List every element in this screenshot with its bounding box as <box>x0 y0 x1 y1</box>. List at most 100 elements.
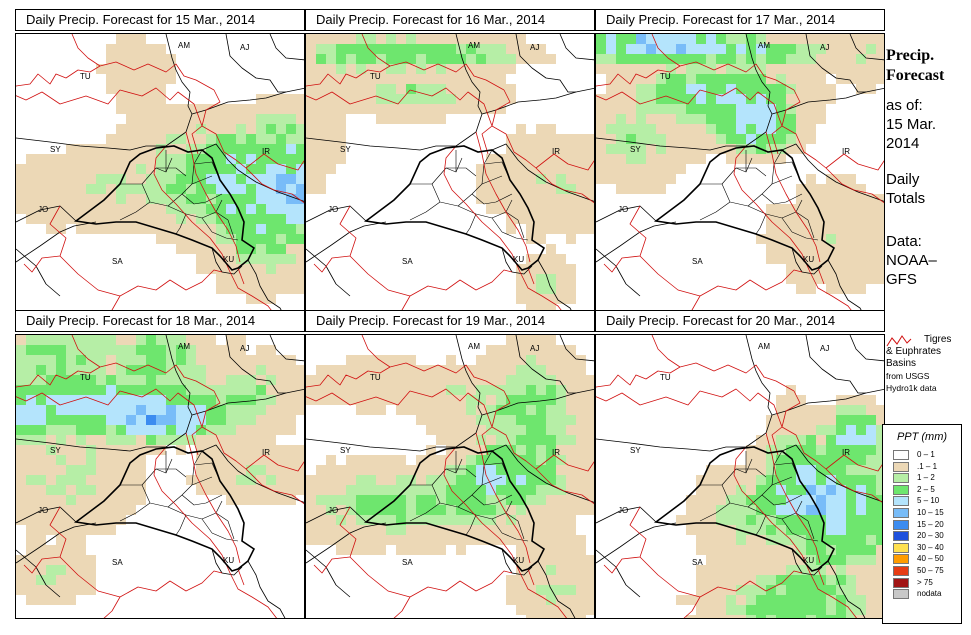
precip-cell <box>156 54 166 64</box>
precip-cell <box>46 355 56 365</box>
precip-cell <box>436 405 446 415</box>
precip-cell <box>576 415 586 425</box>
precip-cell <box>806 435 816 445</box>
precip-cell <box>516 385 526 395</box>
precip-cell <box>566 515 576 525</box>
country-border <box>515 34 576 93</box>
precip-cell <box>56 194 66 204</box>
precip-cell <box>766 94 776 104</box>
precip-cell <box>116 34 126 44</box>
precip-cell <box>526 615 536 618</box>
precip-cell <box>236 154 246 164</box>
precip-cell <box>116 184 126 194</box>
precip-cell <box>776 415 786 425</box>
precip-cell <box>536 575 546 585</box>
precip-grid <box>676 385 884 618</box>
precip-cell <box>496 194 506 204</box>
precip-cell <box>646 54 656 64</box>
precip-cell <box>666 114 676 124</box>
precip-cell <box>76 465 86 475</box>
iraq-border <box>653 145 836 271</box>
precip-cell <box>826 84 836 94</box>
precip-cell <box>196 375 206 385</box>
precip-cell <box>206 405 216 415</box>
precip-cell <box>826 274 836 284</box>
precip-cell <box>676 104 686 114</box>
precip-cell <box>116 365 126 375</box>
precip-cell <box>286 124 296 134</box>
country-label-aj: AJ <box>530 344 539 353</box>
precip-cell <box>816 525 826 535</box>
precip-cell <box>96 214 106 224</box>
precip-cell <box>406 525 416 535</box>
precip-cell <box>256 274 266 284</box>
precip-cell <box>426 64 436 74</box>
province-border <box>431 175 503 207</box>
country-border <box>16 522 97 564</box>
precip-cell <box>256 385 266 395</box>
precip-cell <box>296 395 304 405</box>
precip-cell <box>96 515 106 525</box>
precip-cell <box>856 425 866 435</box>
precip-cell <box>406 34 416 44</box>
province-border <box>791 532 819 542</box>
precip-cell <box>286 114 296 124</box>
precip-cell <box>196 234 206 244</box>
precip-cell <box>256 495 266 505</box>
precip-cell <box>46 485 56 495</box>
precip-cell <box>366 505 376 515</box>
precip-cell <box>136 104 146 114</box>
precip-cell <box>606 124 616 134</box>
precip-cell <box>696 575 706 585</box>
precip-cell <box>216 284 226 294</box>
precip-cell <box>496 64 506 74</box>
precip-cell <box>436 395 446 405</box>
province-border <box>517 219 525 239</box>
precip-cell <box>236 224 246 234</box>
precip-cell <box>826 605 836 615</box>
precip-cell <box>516 595 526 605</box>
country-border <box>596 522 677 564</box>
precip-cell <box>416 415 426 425</box>
precip-cell <box>196 425 206 435</box>
precip-cell <box>716 515 726 525</box>
precip-cell <box>36 535 46 545</box>
precip-cell <box>466 34 476 44</box>
precip-cell <box>516 134 526 144</box>
precip-cell <box>236 425 246 435</box>
precip-cell <box>846 425 856 435</box>
precip-cell <box>226 415 236 425</box>
precip-cell <box>136 204 146 214</box>
precip-cell <box>376 545 386 555</box>
precip-cell <box>446 375 456 385</box>
precip-cell <box>866 595 876 605</box>
precip-cell <box>126 104 136 114</box>
precip-cell <box>646 104 656 114</box>
precip-cell <box>576 355 586 365</box>
precip-cell <box>826 515 836 525</box>
precip-cell <box>516 274 526 284</box>
precip-cell <box>556 385 566 395</box>
precip-cell <box>446 465 456 475</box>
precip-cell <box>246 495 256 505</box>
precip-cell <box>36 365 46 375</box>
precip-cell <box>736 575 746 585</box>
precip-cell <box>626 84 636 94</box>
precip-cell <box>876 535 884 545</box>
precip-cell <box>846 465 856 475</box>
precip-cell <box>266 144 276 154</box>
precip-cell <box>116 375 126 385</box>
precip-cell <box>266 284 276 294</box>
precip-cell <box>496 345 506 355</box>
precip-cell <box>866 445 876 455</box>
precip-cell <box>116 124 126 134</box>
precip-cell <box>546 294 556 304</box>
precip-cell <box>876 515 884 525</box>
precip-cell <box>536 505 546 515</box>
precip-cell <box>776 585 786 595</box>
precip-cell <box>786 54 796 64</box>
precip-cell <box>416 395 426 405</box>
basin-boundary <box>765 432 821 564</box>
precip-cell <box>16 365 26 375</box>
precip-cell <box>836 615 846 618</box>
